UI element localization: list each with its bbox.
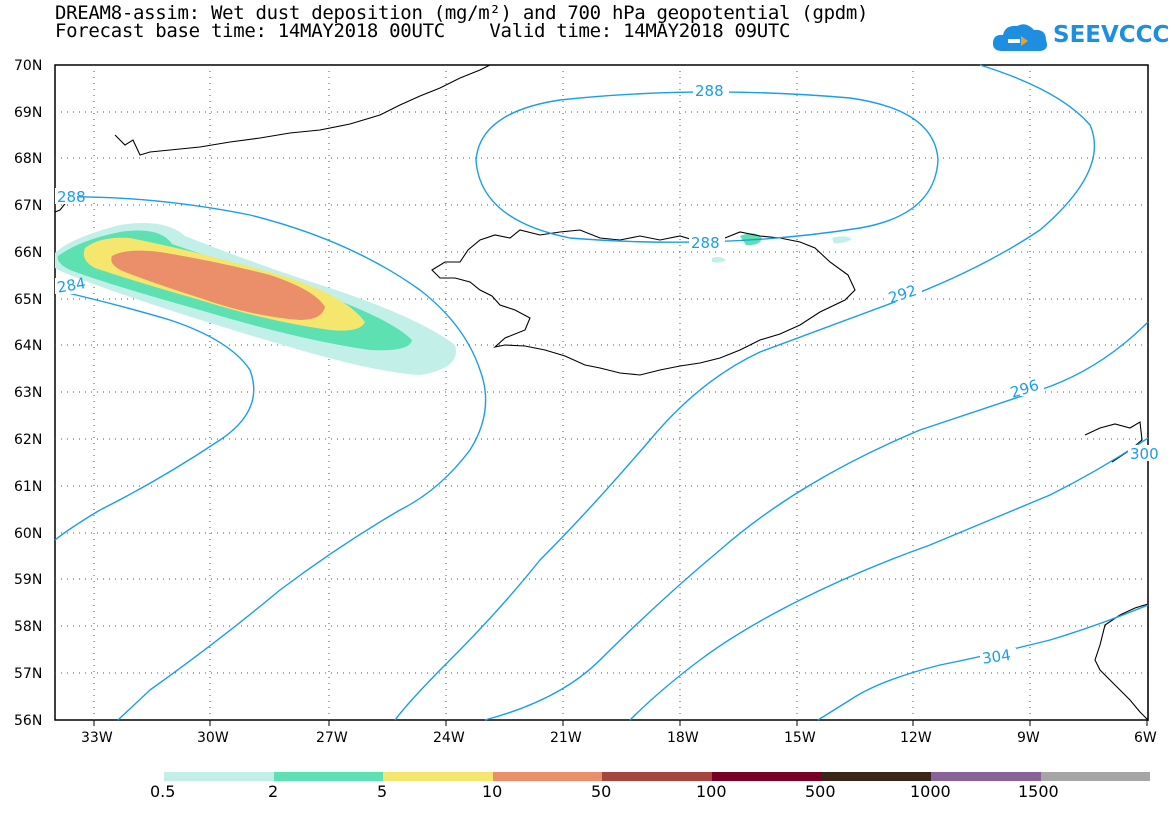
legend-label: 10: [482, 782, 503, 801]
geopotential-contours: [54, 64, 1149, 721]
legend-swatch: [711, 772, 822, 781]
lat-label: 59N: [14, 572, 42, 588]
lon-label: 33W: [81, 730, 113, 746]
legend-swatch: [492, 772, 603, 781]
legend-swatch: [164, 772, 274, 781]
logo-text: SEEVCCC: [1053, 22, 1170, 48]
lat-label: 67N: [14, 198, 42, 214]
lon-label: 15W: [784, 730, 816, 746]
coastline-iceland: [431, 229, 856, 376]
legend-label: 500: [805, 782, 836, 801]
lon-label: 6W: [1134, 730, 1157, 746]
lon-label: 30W: [197, 730, 229, 746]
contour-300: [629, 437, 1149, 721]
legend-label: 5: [377, 782, 388, 801]
longitude-labels: 33W 30W 27W 24W 21W 18W 15W 12W 9W 6W: [81, 730, 1157, 746]
legend-label: 50: [591, 782, 612, 801]
lat-label: 57N: [14, 666, 42, 682]
contour-292: [394, 64, 1096, 721]
lat-label: 66N: [14, 245, 42, 261]
contour-288-outer: [54, 196, 487, 721]
lon-label: 27W: [316, 730, 348, 746]
legend-label: 1500: [1018, 782, 1059, 801]
contour-288-closed: [475, 91, 939, 243]
lat-label: 65N: [14, 292, 42, 308]
lat-label: 68N: [14, 151, 42, 167]
dust-deposition-shading: [55, 223, 852, 375]
tick-marks: [93, 720, 1148, 726]
lat-label: 58N: [14, 619, 42, 635]
grid-lines: [55, 65, 1148, 720]
coastline-greenland: [114, 64, 491, 156]
legend-label: 1000: [910, 782, 951, 801]
contour-label-284: 284: [56, 274, 87, 297]
lat-label: 60N: [14, 526, 42, 542]
legend-label: 100: [696, 782, 727, 801]
lat-label: 69N: [14, 105, 42, 121]
legend-swatch: [930, 772, 1041, 781]
lat-label: 56N: [14, 713, 42, 729]
map-title-line1: DREAM8-assim: Wet dust deposition (mg/m²…: [55, 2, 869, 24]
legend-swatch: [1040, 772, 1151, 781]
lat-label: 62N: [14, 432, 42, 448]
color-legend: [164, 772, 1151, 781]
lat-label: 61N: [14, 479, 42, 495]
lon-label: 18W: [667, 730, 699, 746]
dust-level-0.5-small2: [832, 236, 852, 244]
cloud-logo-icon: [992, 24, 1047, 51]
lat-label: 63N: [14, 385, 42, 401]
contour-label-292: 292: [886, 281, 919, 307]
lon-label: 9W: [1017, 730, 1040, 746]
dust-level-0.5-small: [712, 256, 726, 263]
contour-284: [54, 289, 255, 541]
contour-label-304: 304: [981, 646, 1012, 668]
dust-level-10: [111, 250, 325, 320]
legend-swatch: [273, 772, 384, 781]
lon-label: 12W: [900, 730, 932, 746]
contour-label-288-top: 288: [695, 82, 724, 100]
map-title-line2: Forecast base time: 14MAY2018 00UTC Vali…: [55, 20, 791, 42]
contour-labels: 288 288 292 296 300 304 284 288: [55, 82, 1159, 668]
contour-label-296: 296: [1008, 376, 1041, 402]
legend-swatch: [602, 772, 712, 781]
contour-label-288-left: 288: [57, 188, 86, 206]
contour-label-288-mid: 288: [691, 234, 720, 252]
legend-label: 2: [268, 782, 279, 801]
lon-label: 21W: [550, 730, 582, 746]
lon-label: 24W: [433, 730, 465, 746]
legend-swatch: [383, 772, 493, 781]
legend-label: 0.5: [150, 782, 176, 801]
lat-label: 70N: [14, 58, 42, 74]
latitude-labels: 70N 69N 68N 67N 66N 65N 64N 63N 62N 61N …: [14, 58, 42, 729]
contour-296: [484, 321, 1149, 721]
legend-swatch: [821, 772, 931, 781]
contour-label-300: 300: [1130, 445, 1159, 463]
lat-label: 64N: [14, 338, 42, 354]
coastline-scotland: [1094, 603, 1149, 722]
